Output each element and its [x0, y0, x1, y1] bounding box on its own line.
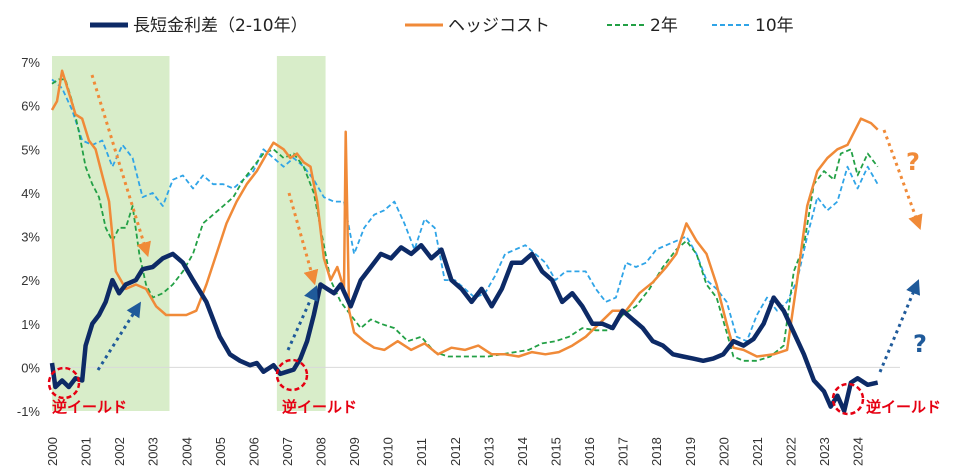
question-mark-hedge: ?: [906, 148, 920, 176]
inversion-circle-2007: [275, 358, 309, 392]
series-line-3: [51, 78, 879, 343]
series-line-0: [49, 242, 879, 414]
x-tick-label: 2017: [616, 437, 631, 466]
x-tick-label: 2004: [179, 437, 194, 466]
x-tick-label: 2016: [582, 437, 597, 466]
y-tick-label: 2%: [21, 273, 40, 288]
x-tick-label: 2012: [448, 437, 463, 466]
x-tick-label: 2021: [750, 437, 765, 466]
legend-label-spread: 長短金利差（2-10年）: [133, 16, 308, 36]
y-tick-label: 6%: [21, 99, 40, 114]
series-line-2: [51, 78, 879, 362]
inversion-label-2007: 逆イールド: [282, 398, 357, 416]
x-tick-label: 2024: [851, 437, 866, 466]
y-tick-label: 5%: [21, 142, 40, 157]
arrow-spread-up-2002: [96, 301, 141, 371]
y-tick-label: -1%: [17, 404, 41, 419]
x-tick-label: 2019: [683, 437, 698, 466]
x-tick-label: 2002: [112, 437, 127, 466]
arrow-hedge-down-2007: [287, 192, 319, 286]
legend-label-10y: 10年: [755, 16, 794, 36]
inversion-label-2023: 逆イールド: [866, 398, 941, 416]
x-tick-label: 2015: [548, 437, 563, 466]
x-tick-label: 2008: [314, 437, 329, 466]
x-tick-label: 2013: [481, 437, 496, 466]
arrow-spread-up-2024: [878, 279, 921, 373]
x-tick-label: 2022: [783, 437, 798, 466]
legend-label-hedge: ヘッジコスト: [448, 16, 550, 36]
inversion-circle-2000: [47, 366, 81, 400]
inversion-label-2000: 逆イールド: [52, 398, 127, 416]
x-tick-label: 2007: [280, 437, 295, 466]
y-tick-label: 3%: [21, 230, 40, 245]
y-axis-ticks: -1% 0% 1% 2% 3% 4% 5% 6% 7%: [17, 55, 41, 419]
shaded-period-0: [52, 56, 170, 411]
x-tick-label: 2003: [146, 437, 161, 466]
shaded-periods: [52, 56, 326, 411]
x-tick-label: 2011: [414, 438, 429, 466]
x-tick-label: 2010: [381, 437, 396, 466]
x-tick-label: 2001: [79, 437, 94, 466]
series-lines: [49, 69, 879, 414]
y-tick-label: 1%: [21, 317, 40, 332]
x-tick-label: 2009: [347, 437, 362, 466]
legend-label-2y: 2年: [650, 16, 678, 36]
x-tick-label: 2018: [649, 437, 664, 466]
x-tick-label: 2014: [515, 437, 530, 466]
arrow-hedge-down-2000: [90, 74, 151, 258]
legend: 長短金利差（2-10年） ヘッジコスト 2年 10年: [90, 16, 794, 36]
x-tick-label: 2000: [45, 437, 60, 466]
inversion-circle-2023: [831, 382, 865, 416]
x-axis-ticks: 2000 2001 2002 2003 2004 2005 2006 2007 2008 2009…: [45, 437, 866, 466]
x-tick-label: 2006: [246, 437, 261, 466]
y-tick-label: 7%: [21, 55, 40, 70]
x-tick-label: 2023: [817, 437, 832, 466]
x-tick-label: 2020: [716, 437, 731, 466]
y-tick-label: 4%: [21, 186, 40, 201]
x-tick-label: 2005: [213, 437, 228, 466]
series-line-1: [50, 69, 879, 358]
arrow-hedge-down-2024: [882, 129, 923, 231]
question-mark-spread: ?: [913, 330, 927, 358]
y-tick-label: 0%: [21, 360, 40, 375]
